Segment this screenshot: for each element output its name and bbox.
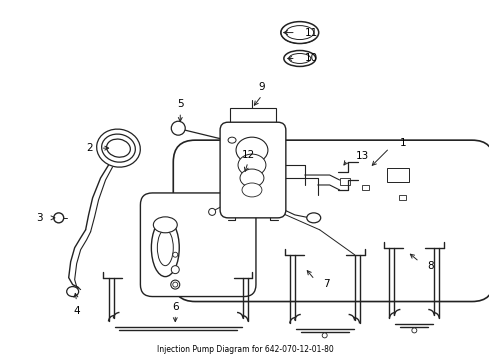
Ellipse shape xyxy=(101,134,135,162)
Ellipse shape xyxy=(151,219,179,276)
Text: 11: 11 xyxy=(305,28,318,37)
Bar xyxy=(340,178,349,185)
Bar xyxy=(362,185,368,190)
Text: 2: 2 xyxy=(86,143,93,153)
Ellipse shape xyxy=(281,22,318,44)
Ellipse shape xyxy=(284,50,316,67)
Ellipse shape xyxy=(242,183,262,197)
FancyBboxPatch shape xyxy=(141,193,256,297)
Bar xyxy=(399,195,406,200)
Ellipse shape xyxy=(54,213,64,223)
Text: 10: 10 xyxy=(305,54,318,63)
Text: 9: 9 xyxy=(259,82,265,93)
Ellipse shape xyxy=(228,137,236,143)
Ellipse shape xyxy=(97,129,140,167)
Text: Injection Pump Diagram for 642-070-12-01-80: Injection Pump Diagram for 642-070-12-01… xyxy=(157,345,333,354)
Ellipse shape xyxy=(172,121,185,135)
Ellipse shape xyxy=(157,230,173,266)
Ellipse shape xyxy=(173,252,178,257)
Ellipse shape xyxy=(209,208,216,215)
FancyBboxPatch shape xyxy=(220,122,286,218)
Text: 5: 5 xyxy=(177,99,184,109)
Ellipse shape xyxy=(172,266,179,274)
Text: 7: 7 xyxy=(323,279,329,289)
Text: 3: 3 xyxy=(36,213,43,223)
Text: 8: 8 xyxy=(427,261,434,271)
Ellipse shape xyxy=(289,54,311,63)
Ellipse shape xyxy=(248,182,278,202)
Ellipse shape xyxy=(412,328,417,333)
Bar xyxy=(248,184,278,200)
Ellipse shape xyxy=(171,280,180,289)
Ellipse shape xyxy=(173,282,178,287)
Ellipse shape xyxy=(242,177,284,207)
Ellipse shape xyxy=(236,137,268,163)
Ellipse shape xyxy=(67,287,78,297)
Ellipse shape xyxy=(286,26,314,40)
Text: 13: 13 xyxy=(356,151,369,161)
Bar xyxy=(230,108,276,128)
Ellipse shape xyxy=(107,139,130,157)
Text: 1: 1 xyxy=(399,138,406,148)
Ellipse shape xyxy=(238,154,266,176)
Text: 12: 12 xyxy=(242,150,255,160)
Ellipse shape xyxy=(153,217,177,233)
Ellipse shape xyxy=(240,169,264,187)
Text: 4: 4 xyxy=(74,306,80,316)
Text: 6: 6 xyxy=(172,302,178,311)
Ellipse shape xyxy=(322,333,327,338)
Bar xyxy=(388,168,409,182)
FancyBboxPatch shape xyxy=(173,140,490,302)
Ellipse shape xyxy=(307,213,321,223)
